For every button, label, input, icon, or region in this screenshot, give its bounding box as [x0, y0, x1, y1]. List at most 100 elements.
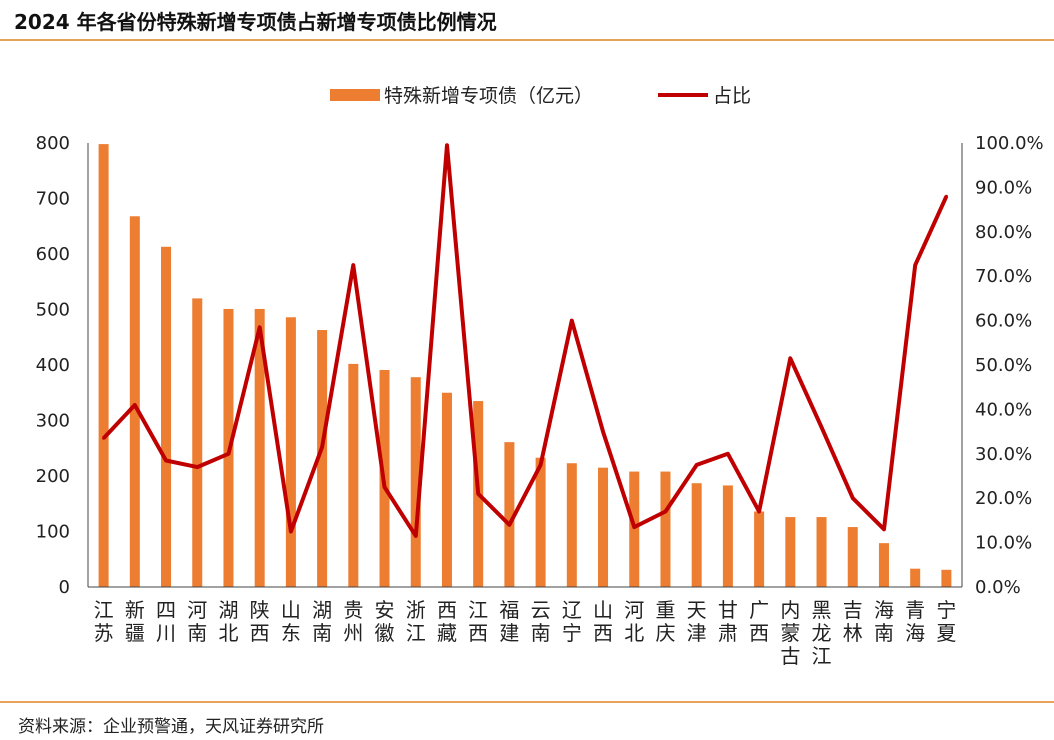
line-point: [351, 263, 355, 267]
bar: [598, 467, 609, 587]
y-right-tick-label: 30.0%: [975, 444, 1032, 465]
y-right-tick-label: 10.0%: [975, 533, 1032, 554]
legend-bar-label: 特殊新增专项债（亿元）: [384, 85, 593, 107]
x-tick-label: 天津: [687, 598, 707, 645]
x-tick-label: 山西: [593, 598, 613, 645]
line-point: [882, 527, 886, 531]
bar: [285, 317, 296, 587]
line-point: [102, 436, 106, 440]
y-left-tick-label: 200: [36, 466, 70, 487]
bar: [754, 511, 765, 587]
y-right-tick-label: 0.0%: [975, 577, 1021, 598]
legend-bar-swatch: [330, 89, 380, 101]
bar: [129, 216, 140, 587]
y-right-tick-label: 100.0%: [975, 133, 1044, 154]
x-tick-label: 黑龙江: [812, 598, 832, 668]
bar: [535, 457, 546, 587]
line-point: [539, 463, 543, 467]
line-point: [944, 194, 948, 198]
title-divider: [0, 39, 1054, 41]
line-point: [507, 523, 511, 527]
line-point: [258, 325, 262, 329]
line-point: [663, 510, 667, 514]
y-left-tick-label: 300: [36, 411, 70, 432]
x-tick-label: 宁夏: [936, 598, 956, 645]
x-tick-label: 甘肃: [718, 598, 738, 645]
x-tick-label: 湖南: [312, 598, 332, 645]
bar: [878, 543, 889, 587]
bar: [785, 517, 796, 587]
line-point: [445, 143, 449, 147]
bar: [816, 517, 827, 587]
line-point: [476, 492, 480, 496]
y-left-tick-label: 0: [59, 577, 70, 598]
y-right-tick-label: 40.0%: [975, 399, 1032, 420]
line-point: [133, 403, 137, 407]
bar: [941, 569, 952, 587]
line-point: [601, 430, 605, 434]
x-tick-label: 云南: [531, 598, 551, 645]
x-tick-label: 福建: [499, 598, 519, 645]
legend-line-label: 占比: [713, 85, 751, 107]
y-right-tick-label: 90.0%: [975, 177, 1032, 198]
y-right-tick-label: 70.0%: [975, 266, 1032, 287]
line-point: [695, 463, 699, 467]
bar: [254, 308, 265, 587]
y-left-tick-label: 700: [36, 189, 70, 210]
line-point: [851, 496, 855, 500]
bar: [847, 527, 858, 587]
x-tick-label: 浙江: [406, 598, 426, 645]
x-tick-label: 吉林: [843, 598, 863, 645]
x-tick-label: 新疆: [125, 598, 145, 645]
bar: [348, 363, 359, 587]
x-tick-label: 海南: [874, 598, 894, 645]
line-point: [913, 263, 917, 267]
line-point: [320, 445, 324, 449]
y-right-tick-label: 80.0%: [975, 222, 1032, 243]
y-right-tick-label: 50.0%: [975, 355, 1032, 376]
x-tick-label: 江苏: [94, 598, 114, 645]
x-tick-label: 重庆: [655, 598, 675, 645]
line-point: [195, 465, 199, 469]
y-left-tick-label: 500: [36, 300, 70, 321]
line-point: [788, 356, 792, 360]
x-tick-label: 河南: [187, 598, 207, 645]
x-tick-label: 河北: [624, 598, 644, 645]
y-left-tick-label: 600: [36, 244, 70, 265]
line-point: [226, 452, 230, 456]
bar: [566, 463, 577, 587]
bar: [410, 377, 421, 587]
y-left-tick-label: 800: [36, 133, 70, 154]
line-point: [820, 425, 824, 429]
x-tick-label: 广西: [749, 598, 769, 645]
line-point: [570, 319, 574, 323]
bar: [910, 568, 921, 587]
x-tick-label: 湖北: [218, 598, 238, 645]
line-point: [383, 485, 387, 489]
x-tick-label: 陕西: [250, 598, 270, 645]
bar: [722, 485, 733, 587]
x-tick-label: 安徽: [375, 598, 395, 645]
chart: 特殊新增专项债（亿元） 占比 0 100 200 300 400 500 600 700 800 0.…: [36, 85, 1044, 668]
footer-divider: [0, 701, 1054, 703]
bar: [317, 330, 328, 587]
y-left-tick-label: 100: [36, 522, 70, 543]
bar: [660, 471, 671, 587]
line-point: [632, 525, 636, 529]
x-tick-label: 山东: [281, 598, 301, 645]
x-tick-label: 辽宁: [562, 598, 582, 645]
x-tick-label: 四川: [156, 598, 176, 645]
x-tick-label: 江西: [468, 598, 488, 645]
y-left-tick-label: 400: [36, 355, 70, 376]
x-tick-label: 内蒙古: [780, 598, 800, 668]
bar: [504, 442, 515, 587]
bar: [441, 392, 452, 587]
x-tick-label: 西藏: [437, 598, 457, 645]
line-point: [757, 510, 761, 514]
line-point: [726, 452, 730, 456]
bar: [629, 471, 640, 587]
bar: [691, 483, 702, 587]
line-point: [289, 530, 293, 533]
bar: [161, 246, 172, 587]
x-tick-label: 青海: [905, 598, 925, 645]
